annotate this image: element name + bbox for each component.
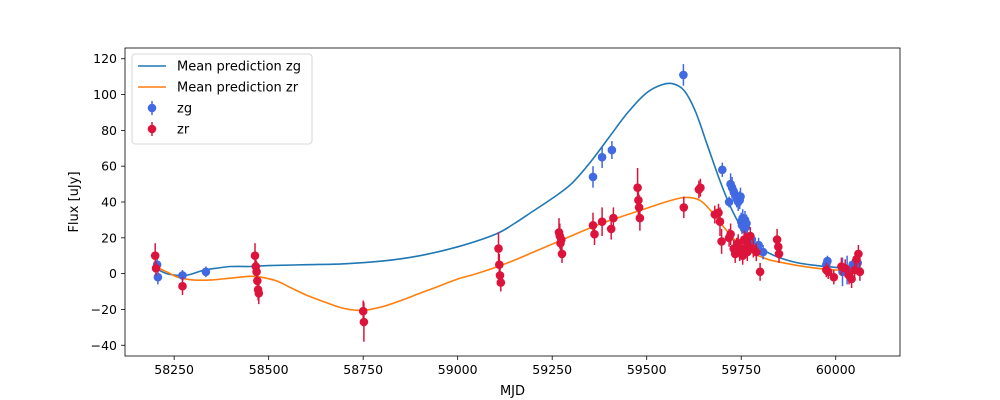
zr-data-point bbox=[714, 208, 723, 217]
zr-data-point bbox=[606, 224, 616, 234]
y-tick-label: 0 bbox=[109, 266, 117, 281]
observation-points bbox=[150, 64, 865, 342]
zr-data-point bbox=[772, 235, 782, 244]
x-axis-ticks: 58250 58500 58750 59000 59250 59500 59750 60000 bbox=[154, 356, 856, 377]
y-tick-label: 20 bbox=[101, 230, 117, 245]
zg-data-point bbox=[597, 152, 607, 162]
y-tick-label: 120 bbox=[93, 51, 117, 66]
zr-data-point bbox=[840, 264, 850, 273]
x-tick-label: 59750 bbox=[721, 362, 761, 377]
zr-data-point bbox=[855, 267, 865, 277]
zg-data-point bbox=[758, 247, 768, 257]
x-tick-label: 59000 bbox=[438, 362, 478, 377]
zg-data-point bbox=[679, 70, 688, 80]
zr-data-point bbox=[495, 271, 505, 280]
zr-data-point bbox=[557, 235, 566, 244]
zr-data-point bbox=[746, 231, 755, 241]
legend-swatch-zg bbox=[147, 103, 157, 113]
zg-data-point bbox=[588, 172, 598, 182]
legend: Mean prediction zg Mean prediction zr zg zr bbox=[131, 53, 313, 145]
zr-data-point bbox=[634, 203, 644, 212]
y-tick-label: −20 bbox=[91, 302, 117, 317]
zr-data-point bbox=[823, 267, 833, 277]
zg-data-point bbox=[823, 256, 832, 266]
zr-data-point bbox=[495, 260, 504, 270]
legend-swatch-zr bbox=[147, 124, 157, 134]
zg-data-point bbox=[742, 219, 751, 228]
zr-data-point bbox=[254, 289, 264, 298]
zr-data-point bbox=[496, 278, 506, 287]
x-tick-label: 58250 bbox=[154, 362, 194, 377]
zr-data-point bbox=[717, 237, 726, 246]
zr-data-point bbox=[150, 251, 160, 260]
zr-data-point bbox=[178, 281, 187, 291]
legend-label-mean-prediction-zr: Mean prediction zr bbox=[177, 81, 299, 96]
legend-label-mean-prediction-zg: Mean prediction zg bbox=[177, 60, 301, 75]
zr-data-point bbox=[151, 264, 161, 273]
zg-data-point bbox=[736, 192, 745, 201]
zr-data-point bbox=[494, 244, 503, 253]
zr-data-point bbox=[250, 251, 260, 260]
zr-data-point bbox=[609, 213, 618, 223]
x-tick-label: 58750 bbox=[343, 362, 383, 377]
zr-data-point bbox=[696, 183, 705, 192]
zr-data-point bbox=[829, 272, 839, 282]
zr-data-point bbox=[854, 249, 863, 259]
x-tick-label: 59500 bbox=[627, 362, 667, 377]
y-tick-label: 80 bbox=[101, 123, 117, 138]
y-tick-label: 60 bbox=[101, 159, 117, 174]
x-tick-label: 59250 bbox=[532, 362, 572, 377]
zr-data-point bbox=[557, 249, 567, 259]
y-tick-label: 40 bbox=[101, 195, 117, 210]
zr-data-point bbox=[590, 229, 599, 239]
zr-data-point bbox=[752, 247, 761, 257]
y-tick-label: 100 bbox=[93, 87, 117, 102]
zr-data-point bbox=[597, 217, 607, 226]
legend-label-zr: zr bbox=[177, 123, 190, 138]
legend-label-zg: zg bbox=[177, 102, 192, 117]
zr-data-point bbox=[847, 274, 856, 284]
zr-data-point bbox=[726, 229, 735, 239]
zg-data-point bbox=[718, 165, 727, 175]
zg-data-point bbox=[607, 145, 617, 155]
zr-data-point bbox=[715, 217, 725, 226]
y-axis-title: Flux [uJy] bbox=[67, 171, 82, 232]
y-tick-label: −40 bbox=[91, 338, 117, 353]
series-zr bbox=[150, 168, 865, 342]
zr-data-point bbox=[633, 183, 642, 192]
zr-data-point bbox=[359, 317, 369, 327]
zr-data-point bbox=[635, 213, 645, 223]
zg-data-point bbox=[201, 267, 211, 277]
x-axis-title: MJD bbox=[500, 384, 525, 399]
zr-data-point bbox=[774, 249, 784, 259]
zr-data-point bbox=[679, 203, 689, 212]
zg-data-point bbox=[724, 197, 734, 207]
y-axis-ticks: −40 −20 0 20 40 60 80 100 120 bbox=[91, 51, 125, 353]
zg-data-point bbox=[178, 271, 187, 280]
zr-data-point bbox=[252, 276, 262, 286]
legend-entries: Mean prediction zg Mean prediction zr zg zr bbox=[138, 60, 301, 138]
zg-data-point bbox=[153, 272, 163, 282]
zr-data-point bbox=[588, 221, 598, 230]
x-tick-label: 60000 bbox=[816, 362, 856, 377]
legend-box bbox=[131, 53, 313, 145]
zr-data-point bbox=[755, 267, 765, 277]
x-tick-label: 58500 bbox=[249, 362, 289, 377]
